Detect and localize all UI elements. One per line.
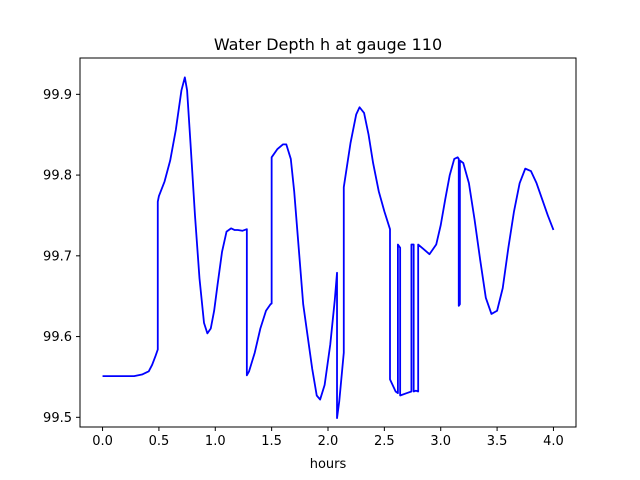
- y-tick-label: 99.6: [43, 330, 72, 345]
- x-tick-label: 0.5: [149, 434, 170, 449]
- x-tick-label: 3.0: [430, 434, 451, 449]
- x-tick-label: 2.5: [374, 434, 395, 449]
- y-tick-label: 99.7: [43, 249, 72, 264]
- x-axis: 0.0 0.5 1.0 1.5 2.0 2.5 3.0 3.5 4.0: [92, 427, 564, 449]
- x-tick-label: 2.0: [318, 434, 339, 449]
- chart-title: Water Depth h at gauge 110: [214, 35, 442, 54]
- x-tick-label: 0.0: [92, 434, 113, 449]
- x-tick-label: 1.5: [261, 434, 282, 449]
- x-tick-label: 3.5: [487, 434, 508, 449]
- x-tick-label: 1.0: [205, 434, 226, 449]
- x-axis-label: hours: [310, 457, 347, 472]
- plot-frame: [79, 57, 577, 428]
- series-line: [102, 76, 555, 420]
- plot-area: [102, 76, 555, 420]
- x-tick-label: 4.0: [543, 434, 564, 449]
- y-tick-label: 99.8: [43, 169, 72, 184]
- y-tick-label: 99.5: [43, 411, 72, 426]
- y-tick-label: 99.9: [43, 88, 72, 103]
- y-axis: 99.5 99.6 99.7 99.8 99.9: [43, 88, 80, 426]
